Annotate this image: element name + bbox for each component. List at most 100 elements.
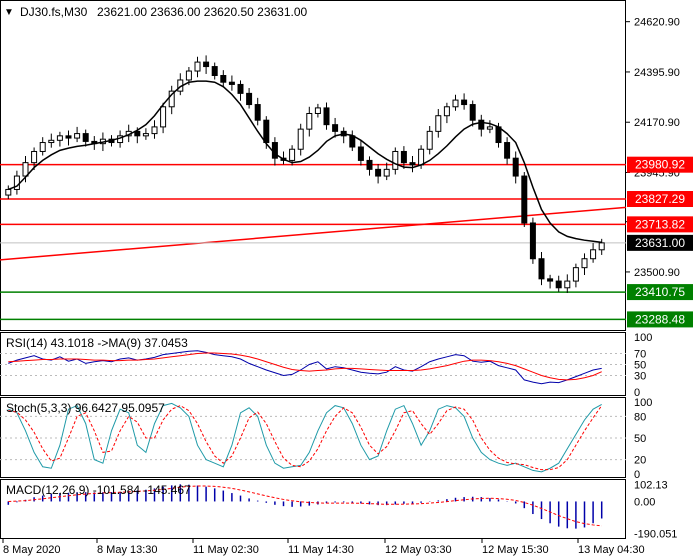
bear-candle <box>375 168 382 177</box>
bull-candle <box>289 148 296 161</box>
stoch-axis-tick-label: 100 <box>634 397 652 409</box>
time-axis: 8 May 2020 8 May 13:30 11 May 02:30 11 May … <box>2 539 645 556</box>
support-level-tag <box>627 284 693 301</box>
bear-candle <box>134 130 141 137</box>
macd-panel: 102.13 0.00 -190.051 <box>7 479 677 540</box>
bull-candle <box>194 61 201 72</box>
time-axis-label: 12 May 15:30 <box>482 544 549 556</box>
bull-candle <box>185 70 192 81</box>
bear-candle <box>538 258 545 280</box>
header-dropdown-icon[interactable]: ▼ <box>4 7 14 18</box>
bear-candle <box>461 99 468 106</box>
stoch-axis-tick-label: 0 <box>634 469 640 481</box>
support-level-value: 23410.75 <box>635 285 685 299</box>
support-level-tag <box>627 311 693 328</box>
bull-candle <box>383 168 390 177</box>
bear-candle <box>478 119 485 130</box>
resistance-level-value: 23980.92 <box>635 158 685 172</box>
rsi-axis-tick-label: 70 <box>634 349 646 361</box>
stochastic-panel: 100 80 50 20 0 <box>0 397 652 481</box>
rsi-axis-tick-label: 30 <box>634 371 646 383</box>
bear-candle <box>504 142 511 159</box>
bull-candle <box>151 126 158 135</box>
rsi-label: RSI(14) 43.1018 ->MA(9) 37.0453 <box>6 336 188 350</box>
resistance-level-tag <box>627 216 693 233</box>
bull-candle <box>168 90 175 108</box>
bear-candle <box>82 133 89 142</box>
bull-candle <box>22 162 29 177</box>
bear-candle <box>409 162 416 166</box>
time-axis-label: 13 May 04:30 <box>578 544 645 556</box>
moving-average-line <box>8 80 602 244</box>
bull-candle <box>572 267 579 282</box>
bear-candle <box>271 142 278 159</box>
price-axis-tick-label: 24620.90 <box>634 17 680 29</box>
price-axis-tick-label: 24170.90 <box>634 117 680 129</box>
bull-candle <box>418 148 425 166</box>
time-axis-label: 11 May 14:30 <box>288 544 354 556</box>
macd-panel-frame <box>0 479 626 539</box>
bull-candle <box>486 126 493 130</box>
bull-candle <box>426 130 433 150</box>
bear-candle <box>495 126 502 144</box>
stoch-axis-tick-label: 50 <box>634 433 646 445</box>
rsi-axis-tick-label: 50 <box>634 360 646 372</box>
resistance-level-tag <box>627 191 693 208</box>
resistance-level-value: 23713.82 <box>635 217 685 231</box>
bull-candle <box>392 150 399 170</box>
bear-candle <box>323 107 330 126</box>
bull-candle <box>48 139 55 144</box>
bear-candle <box>254 104 261 121</box>
bear-candle <box>366 159 373 170</box>
macd-axis-tick-label: -190.051 <box>634 528 677 540</box>
price-panel-frame <box>0 0 626 331</box>
bear-candle <box>203 61 210 68</box>
macd-axis-tick-label: 0.00 <box>634 496 655 508</box>
bull-candle <box>160 106 167 128</box>
bear-candle <box>332 124 339 132</box>
bear-candle <box>521 175 528 224</box>
resistance-level-value: 23827.29 <box>635 192 685 206</box>
bear-candle <box>555 280 562 289</box>
time-axis-label: 12 May 03:30 <box>385 544 452 556</box>
bull-candle <box>452 99 459 108</box>
stoch-axis-tick-label: 20 <box>634 455 646 467</box>
price-axis-tick-label: 24395.90 <box>634 67 680 79</box>
rsi-rsi-line <box>8 350 602 385</box>
chart-header-symbol: DJ30.fs,M30 <box>20 5 88 19</box>
stoch-axis-tick-label: 80 <box>634 411 646 423</box>
bull-candle <box>564 280 571 289</box>
support-level-value: 23288.48 <box>635 312 685 326</box>
bear-candle <box>211 66 218 77</box>
stoch-label: Stoch(5,3,3) 96.6427 95.0957 <box>6 401 165 415</box>
time-axis-label: 11 May 02:30 <box>193 544 259 556</box>
stoch-pct-d-line <box>8 405 603 471</box>
current-price-value: 23631.00 <box>635 236 685 250</box>
stoch-pct-k-line <box>8 402 602 473</box>
bear-candle <box>237 83 244 94</box>
chart-header-ohlc: 23621.00 23636.00 23620.50 23631.00 <box>97 5 308 19</box>
bear-candle <box>547 278 554 282</box>
bull-candle <box>314 107 321 114</box>
bull-candle <box>142 133 149 137</box>
bull-candle <box>443 106 450 117</box>
bear-candle <box>400 150 407 164</box>
bull-candle <box>306 112 313 130</box>
bull-candle <box>74 133 81 139</box>
rsi-ma-line <box>8 352 602 381</box>
bear-candle <box>246 92 253 106</box>
time-axis-label: 8 May 13:30 <box>97 544 158 556</box>
bull-candle <box>581 258 588 269</box>
price-axis-tick-label: 23500.90 <box>634 267 680 279</box>
macd-label: MACD(12,26,9) -101.584 -145.467 <box>6 483 191 497</box>
rsi-axis-tick-label: 100 <box>634 332 652 344</box>
bear-candle <box>357 146 364 161</box>
bear-candle <box>349 135 356 148</box>
bull-candle <box>297 128 304 150</box>
bear-candle <box>263 119 270 144</box>
rsi-axis-tick-label: 0 <box>634 387 640 399</box>
resistance-level-tag <box>627 156 693 173</box>
bull-candle <box>39 142 46 152</box>
bear-candle <box>228 81 235 85</box>
